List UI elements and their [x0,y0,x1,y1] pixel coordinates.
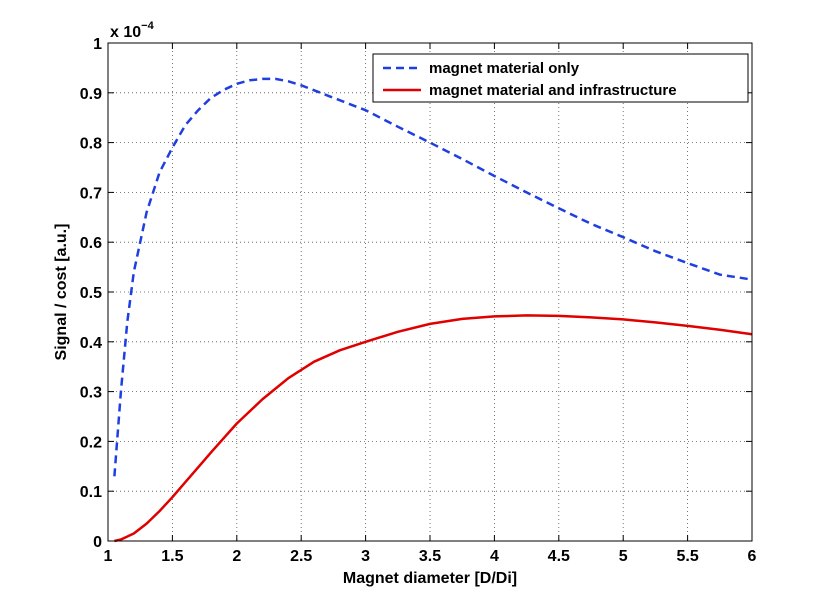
y-axis-multiplier: x 10−4 [110,20,155,41]
legend-label-magnet-material-only: magnet material only [429,60,580,77]
y-tick-label: 0.7 [80,185,102,202]
tick-labels: 1 1.5 2 2.5 3 3.5 4 4.5 5 5.5 6 0 0.1 0.2 0.3 0.4 0.5 0.6… [80,36,757,565]
y-tick-label: 1 [93,36,102,53]
y-axis-title: Signal / cost [a.u.] [53,224,70,361]
series-line-magnet-material-only [113,77,753,477]
x-tick-label: 1.5 [161,548,183,565]
y-multiplier-exponent: −4 [141,20,154,32]
x-tick-label: 2 [232,548,241,565]
x-tick-label: 5 [619,548,628,565]
legend-box [372,53,749,103]
y-tick-label: 0.8 [80,136,102,153]
x-tick-label: 5.5 [676,548,698,565]
y-tick-label: 0 [93,534,102,551]
x-axis-title: Magnet diameter [D/Di] [343,570,517,587]
x-tick-label: 4.5 [548,548,570,565]
y-tick-label: 0.5 [80,285,102,302]
y-tick-label: 0.1 [80,484,102,501]
legend: magnet material only magnet material and… [372,53,749,103]
y-tick-label: 0.4 [80,335,102,352]
axis-ticks [107,42,753,542]
y-multiplier-base: x 10 [110,24,141,41]
legend-label-magnet-material-and-infrastructure: magnet material and infrastructure [429,82,677,99]
x-tick-label: 3 [361,548,370,565]
x-tick-label: 1 [104,548,113,565]
y-tick-label: 0.3 [80,385,102,402]
y-tick-label: 0.9 [80,86,102,103]
y-tick-label: 0.6 [80,235,102,252]
series-line-magnet-material-and-infrastructure [114,314,753,543]
series-layer [113,77,753,543]
x-tick-label: 3.5 [419,548,441,565]
x-tick-label: 2.5 [290,548,312,565]
x-tick-label: 4 [490,548,499,565]
y-tick-label: 0.2 [80,434,102,451]
x-tick-label: 6 [748,548,757,565]
